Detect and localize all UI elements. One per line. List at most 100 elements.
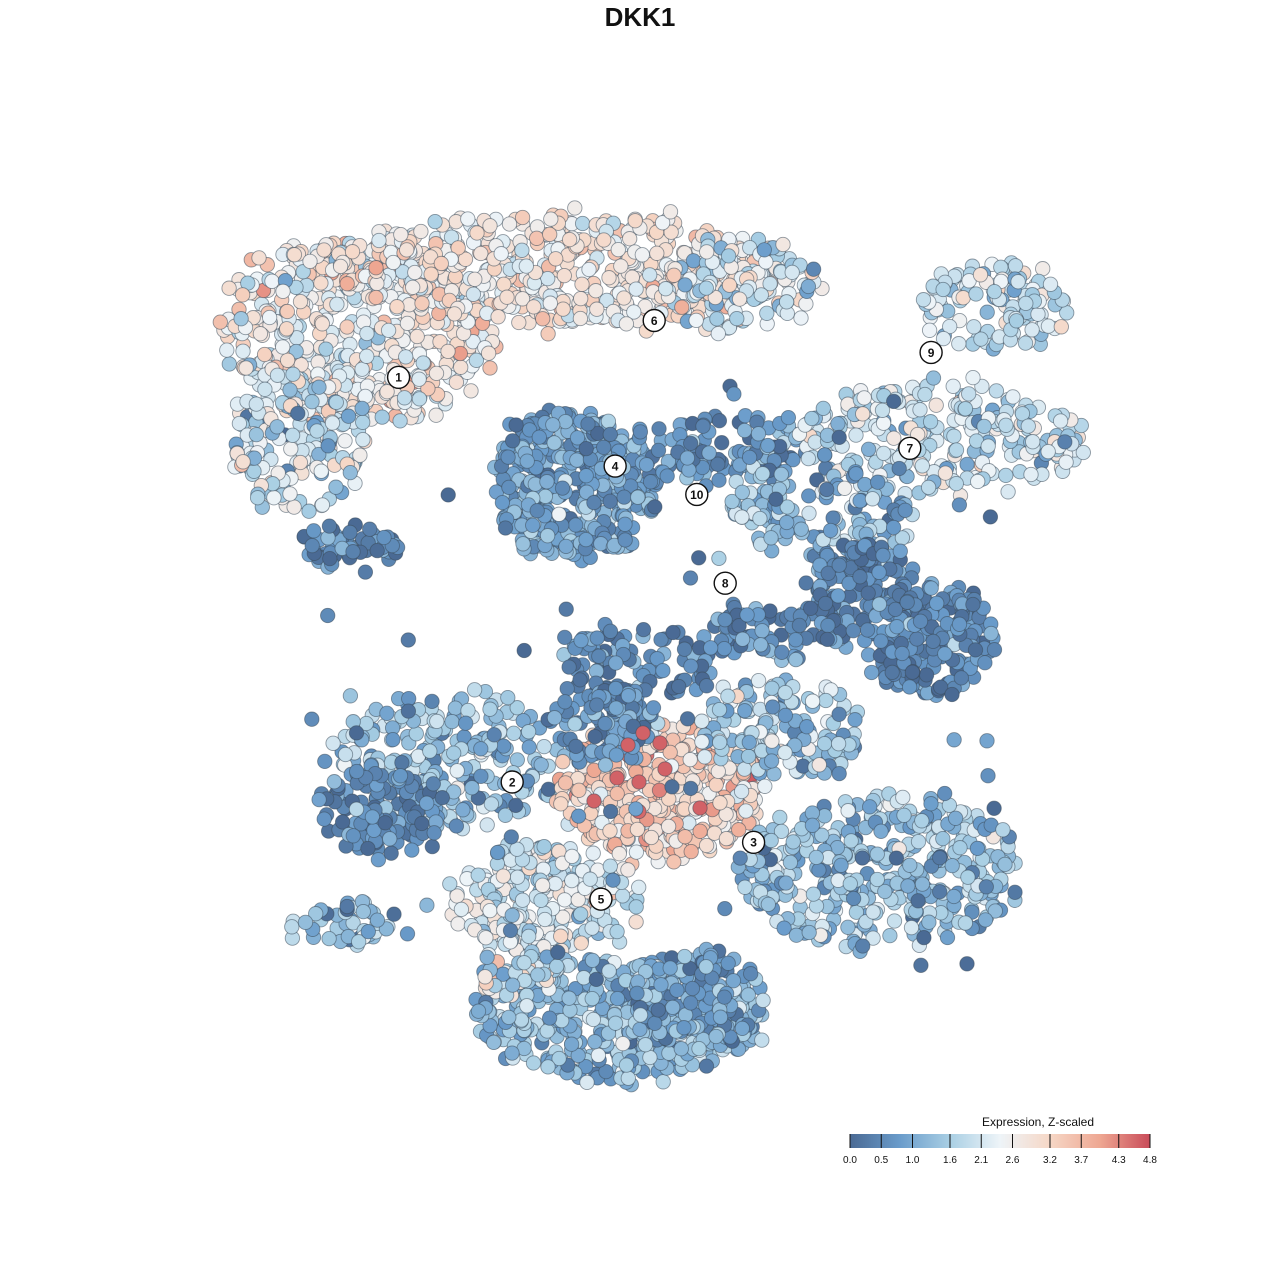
cell-point — [539, 474, 555, 490]
cell-point — [292, 454, 309, 471]
cell-point — [750, 426, 767, 442]
cell-point — [763, 832, 779, 849]
cell-point — [446, 745, 462, 761]
cell-point — [411, 391, 428, 407]
cell-point — [738, 803, 754, 819]
cell-point — [969, 840, 986, 857]
cell-point — [692, 823, 708, 839]
cell-point — [238, 360, 254, 376]
cell-point — [359, 325, 375, 342]
cell-point — [264, 273, 280, 289]
cell-point — [840, 919, 856, 935]
cell-point — [923, 580, 939, 596]
cell-point — [497, 520, 514, 536]
cell-point — [602, 823, 618, 839]
cell-point — [917, 386, 933, 403]
cell-point — [759, 305, 775, 321]
cell-point — [819, 481, 835, 498]
cell-point — [609, 785, 625, 802]
cell-point — [886, 430, 902, 446]
cell-point — [442, 876, 458, 892]
cell-point — [731, 291, 748, 307]
cell-point — [912, 613, 929, 629]
cell-point — [662, 204, 679, 220]
cell-point — [511, 314, 527, 331]
cell-point — [551, 506, 567, 522]
cell-point — [798, 575, 814, 591]
cell-point — [589, 301, 605, 317]
cell-point — [587, 728, 603, 745]
cell-point — [286, 499, 302, 515]
cell-point — [600, 413, 617, 429]
cell-point — [515, 536, 531, 552]
cell-point — [486, 727, 502, 743]
cell-point — [638, 457, 655, 473]
cell-point — [613, 258, 629, 274]
cell-point — [683, 658, 699, 674]
cell-point — [788, 632, 804, 648]
cell-point — [283, 441, 299, 457]
cell-point — [784, 264, 800, 281]
cell-point — [801, 505, 817, 521]
cell-point — [698, 280, 714, 296]
cell-point — [589, 630, 605, 646]
cell-point — [937, 646, 953, 662]
cell-point — [894, 645, 910, 662]
cell-point — [1018, 295, 1034, 312]
cell-point — [865, 904, 881, 920]
cell-point — [448, 374, 465, 390]
cell-point — [643, 829, 660, 846]
cell-point — [493, 246, 509, 262]
cell-point — [817, 595, 834, 612]
cell-point — [328, 394, 344, 411]
cell-point — [736, 422, 753, 439]
cell-point — [1008, 313, 1025, 329]
cell-point — [419, 795, 435, 811]
cell-point — [935, 281, 951, 298]
cell-point — [618, 316, 635, 332]
cell-point — [509, 752, 525, 768]
cell-point — [501, 216, 518, 232]
cell-point — [359, 348, 375, 364]
cell-point — [914, 813, 930, 829]
cell-point — [649, 245, 665, 261]
cell-point — [376, 529, 392, 546]
cell-point — [978, 879, 994, 895]
cell-point — [630, 489, 646, 505]
cell-point — [585, 845, 601, 861]
cell-point — [285, 366, 301, 382]
cell-point — [543, 211, 559, 227]
cell-point — [628, 844, 645, 860]
cell-point — [750, 672, 767, 689]
cell-point — [948, 475, 964, 492]
cell-point — [658, 281, 674, 297]
cell-point — [508, 797, 524, 814]
cell-point — [411, 371, 427, 387]
cell-point — [470, 867, 486, 883]
cell-point — [567, 716, 583, 732]
cell-point — [545, 417, 561, 433]
cell-point — [311, 791, 327, 808]
cell-point — [889, 619, 905, 635]
cell-point — [394, 754, 410, 771]
cell-point — [980, 438, 996, 454]
cell-point — [757, 778, 773, 794]
cell-point — [425, 776, 441, 792]
cell-point — [340, 408, 357, 424]
cell-point — [970, 473, 986, 490]
cell-point — [1053, 319, 1069, 335]
cell-point — [337, 433, 353, 449]
cell-point — [473, 245, 489, 262]
cell-point — [818, 692, 834, 709]
cell-point — [720, 688, 736, 704]
cell-point — [967, 642, 984, 658]
cell-point — [561, 231, 578, 248]
cell-point — [1005, 389, 1021, 405]
cell-point — [424, 838, 440, 855]
cell-point — [219, 342, 235, 358]
cell-point — [642, 267, 658, 283]
cell-point — [509, 869, 526, 885]
cell-point — [582, 871, 598, 887]
cell-point — [811, 757, 827, 773]
cell-point — [739, 607, 755, 623]
